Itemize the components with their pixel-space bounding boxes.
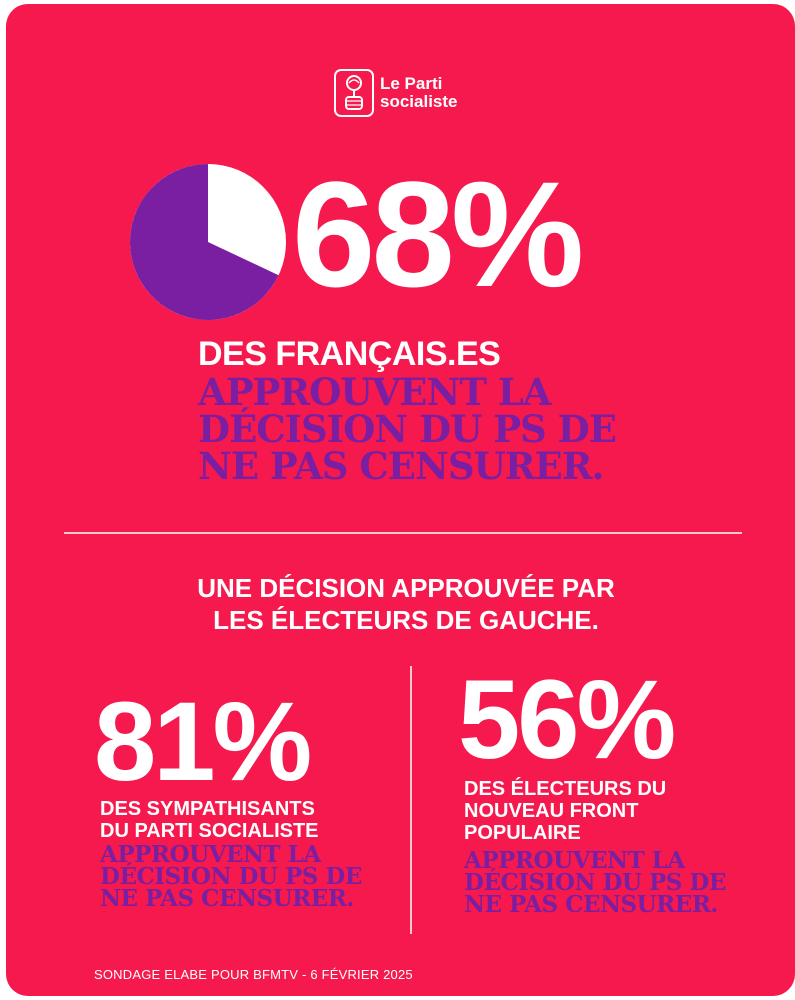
stat-label-line: DES ÉLECTEURS DU <box>464 778 667 800</box>
headline-subtitle: DES FRANÇAIS.ES <box>198 335 501 373</box>
statement-line: NE PAS CENSURER. <box>464 891 718 918</box>
statement-line: DÉCISION DU PS DE <box>100 863 362 890</box>
logo-text: Le Parti socialiste <box>380 75 458 111</box>
stat-label-line: POPULAIRE <box>464 822 581 844</box>
stat-percent-ps: 81% <box>94 679 312 804</box>
statement-line: APPROUVENT LA <box>464 847 685 874</box>
headline-percent: 68% <box>292 150 584 318</box>
pie-approval-slice <box>130 164 279 320</box>
horizontal-divider <box>64 532 742 534</box>
infographic-card: Le Parti socialiste 68% DES FRANÇAIS.ES … <box>6 4 795 996</box>
stat-label-nfp: DES ÉLECTEURS DU NOUVEAU FRONT POPULAIRE <box>464 778 666 844</box>
stat-label-line: DU PARTI SOCIALISTE <box>100 820 319 842</box>
vertical-divider <box>410 666 412 934</box>
section-title-line: UNE DÉCISION APPROUVÉE PAR <box>197 573 615 603</box>
party-logo: Le Parti socialiste <box>334 68 458 118</box>
stat-statement-ps: APPROUVENT LA DÉCISION DU PS DE NE PAS C… <box>100 841 362 912</box>
statement-line: APPROUVENT LA <box>198 370 551 414</box>
stat-label-ps: DES SYMPATHISANTS DU PARTI SOCIALISTE <box>100 798 319 842</box>
statement-line: DÉCISION DU PS DE <box>464 869 726 896</box>
rose-fist-icon <box>334 69 374 117</box>
statement-line: NE PAS CENSURER. <box>100 885 354 912</box>
stat-label-line: NOUVEAU FRONT <box>464 800 639 822</box>
section-title-line: LES ÉLECTEURS DE GAUCHE. <box>213 605 599 635</box>
section-title: UNE DÉCISION APPROUVÉE PAR LES ÉLECTEURS… <box>106 572 706 636</box>
stat-statement-nfp: APPROUVENT LA DÉCISION DU PS DE NE PAS C… <box>464 847 726 918</box>
source-note: SONDAGE ELABE POUR BFMTV - 6 FÉVRIER 202… <box>94 967 413 982</box>
statement-line: NE PAS CENSURER. <box>198 444 604 488</box>
stat-label-line: DES SYMPATHISANTS <box>100 798 315 820</box>
statement-line: APPROUVENT LA <box>100 841 321 868</box>
statement-line: DÉCISION DU PS DE <box>198 407 617 451</box>
logo-line-1: Le Parti <box>380 74 443 93</box>
headline-statement: APPROUVENT LA DÉCISION DU PS DE NE PAS C… <box>198 370 617 488</box>
stat-percent-nfp: 56% <box>458 657 676 782</box>
pie-chart <box>130 164 286 320</box>
logo-line-2: socialiste <box>380 92 458 111</box>
